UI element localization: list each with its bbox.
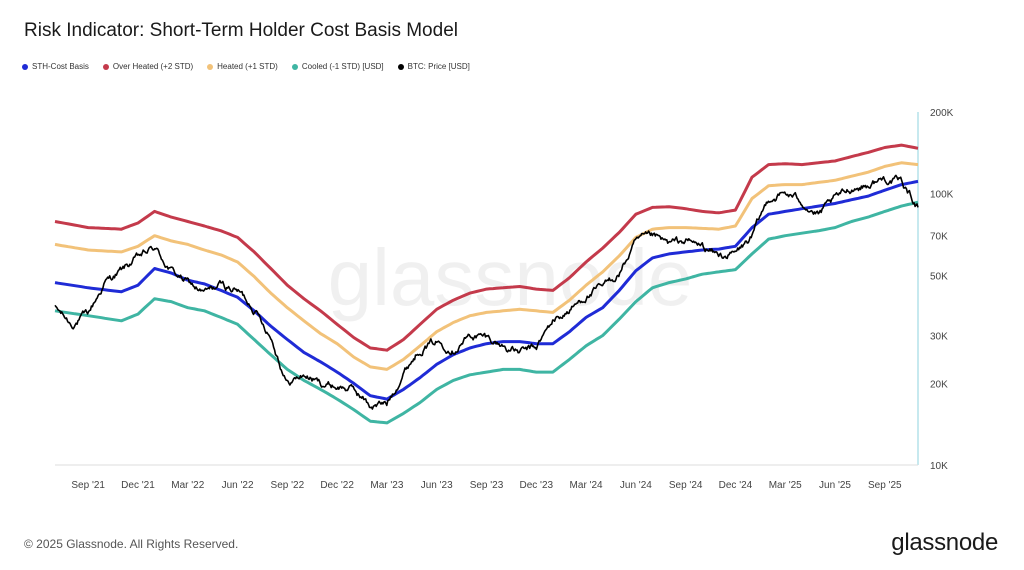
series-line-heated-1-std[interactable] (54, 161, 919, 371)
legend-item-over-heated[interactable]: Over Heated (+2 STD) (102, 62, 194, 71)
legend-item-cooled[interactable]: Cooled (-1 STD) [USD] (291, 62, 384, 71)
legend-swatch (207, 63, 214, 70)
legend-swatch (22, 63, 28, 70)
x-tick-label: Sep '23 (470, 480, 504, 491)
copyright-text: © 2025 Glassnode. All Rights Reserved. (24, 537, 239, 551)
legend-swatch (102, 63, 109, 70)
series-line-cooled-1-std-usd[interactable] (54, 200, 919, 425)
x-tick-label: Sep '22 (271, 480, 305, 491)
watermark-text: glassnode (328, 233, 693, 322)
y-axis-ticks: 10K 20K 30K 50K 70K 100K 200K (930, 108, 954, 472)
y-tick-label: 50K (930, 271, 948, 282)
x-tick-label: Jun '22 (222, 480, 254, 491)
y-tick-label: 10K (930, 461, 948, 472)
x-tick-label: Mar '23 (370, 480, 403, 491)
legend-label: Cooled (-1 STD) [USD] (301, 62, 384, 71)
legend-swatch (291, 63, 298, 70)
y-tick-label: 30K (930, 332, 948, 343)
chart-title: Risk Indicator: Short-Term Holder Cost B… (24, 20, 458, 41)
brand-logo[interactable]: glassnode (891, 529, 998, 556)
x-tick-label: Dec '21 (121, 480, 155, 491)
x-tick-label: Mar '25 (769, 480, 802, 491)
x-tick-label: Sep '21 (71, 480, 105, 491)
series-lines (54, 143, 919, 425)
legend-label: Heated (+1 STD) (217, 62, 278, 71)
legend-label: Over Heated (+2 STD) (112, 62, 194, 71)
x-tick-label: Mar '24 (570, 480, 603, 491)
chart-legend: STH-Cost Basis Over Heated (+2 STD) Heat… (22, 62, 470, 71)
x-axis-ticks: Sep '21 Dec '21 Mar '22 Jun '22 Sep '22 Dec '… (71, 480, 902, 491)
x-tick-label: Jun '23 (421, 480, 453, 491)
x-tick-label: Mar '22 (171, 480, 204, 491)
x-tick-label: Jun '25 (819, 480, 851, 491)
legend-swatch (397, 63, 404, 70)
x-tick-label: Dec '23 (519, 480, 553, 491)
legend-label: BTC: Price [USD] (407, 62, 470, 71)
x-tick-label: Dec '22 (320, 480, 354, 491)
x-tick-label: Jun '24 (620, 480, 652, 491)
legend-item-btc-price[interactable]: BTC: Price [USD] (397, 62, 470, 71)
x-tick-label: Sep '24 (669, 480, 703, 491)
y-tick-label: 100K (930, 190, 954, 201)
y-tick-label: 70K (930, 232, 948, 243)
series-line-over-heated-2-std[interactable] (54, 143, 919, 352)
y-tick-label: 200K (930, 108, 954, 119)
series-line-sth-cost-basis[interactable] (54, 179, 919, 401)
legend-label: STH-Cost Basis (32, 62, 89, 71)
x-tick-label: Sep '25 (868, 480, 902, 491)
y-tick-label: 20K (930, 379, 948, 390)
legend-item-heated[interactable]: Heated (+1 STD) (207, 62, 278, 71)
x-tick-label: Dec '24 (719, 480, 753, 491)
series-line-btc-price-usd[interactable] (54, 174, 919, 410)
legend-item-sth-cost-basis[interactable]: STH-Cost Basis (22, 62, 89, 71)
